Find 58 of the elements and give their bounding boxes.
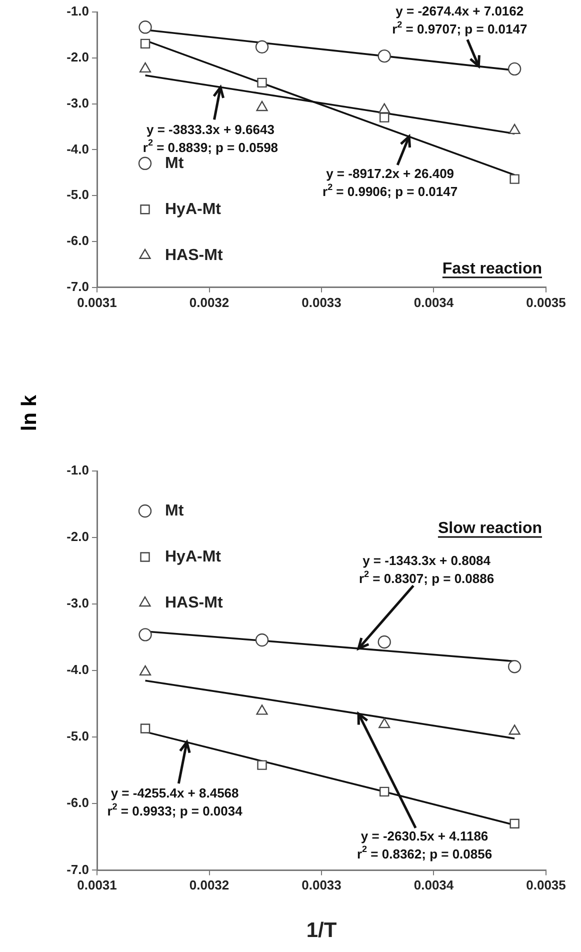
- point: [140, 724, 150, 734]
- point: [256, 704, 268, 715]
- point: [378, 49, 391, 63]
- y-tick-label: -6.0: [66, 233, 89, 248]
- point: [255, 633, 269, 647]
- point: [140, 38, 150, 49]
- point: [257, 760, 267, 770]
- x-tick-label: 0.0034: [414, 878, 454, 893]
- point: [257, 78, 267, 88]
- annotation: Fast reaction: [442, 260, 542, 278]
- x-tick-label: 0.0031: [77, 878, 117, 893]
- point: [508, 124, 520, 134]
- point: [510, 818, 520, 828]
- y-tick-label: -2.0: [66, 49, 89, 64]
- point: [508, 724, 520, 735]
- x-tick-label: 0.0035: [526, 294, 566, 310]
- legend-label: Mt: [165, 502, 184, 520]
- y-tick-label: -7.0: [66, 862, 89, 877]
- annotation: Slow reaction: [438, 520, 542, 537]
- y-tick-label: -5.0: [66, 728, 89, 744]
- point: [139, 665, 152, 676]
- y-tick-label: -6.0: [66, 795, 89, 810]
- y-tick-label: -7.0: [66, 278, 89, 294]
- point: [255, 40, 269, 54]
- point: [139, 62, 152, 73]
- y-tick-label: -3.0: [66, 95, 89, 110]
- y-tick-label: -1.0: [66, 4, 89, 19]
- point: [510, 174, 520, 184]
- x-tick-label: 0.0033: [302, 294, 342, 310]
- y-tick-label: -5.0: [66, 187, 89, 202]
- point: [508, 62, 522, 76]
- x-tick-label: 0.0031: [77, 294, 117, 310]
- point: [380, 112, 390, 122]
- point: [138, 20, 152, 34]
- point: [380, 786, 390, 797]
- x-tick-label: 0.0034: [414, 294, 454, 310]
- y-tick-label: -3.0: [66, 596, 89, 611]
- x-axis-title: 1/T: [306, 919, 337, 942]
- x-tick-label: 0.0032: [189, 878, 230, 893]
- y-tick-label: -2.0: [66, 529, 89, 544]
- point: [508, 660, 522, 674]
- y-tick-label: -4.0: [66, 141, 89, 156]
- y-tick-label: -1.0: [66, 462, 89, 478]
- legend-label: HyA-Mt: [165, 548, 222, 566]
- point: [378, 718, 390, 728]
- point: [256, 100, 268, 112]
- legend-label: HAS-Mt: [165, 594, 224, 612]
- legend-label: HyA-Mt: [165, 200, 222, 218]
- legend-label: HAS-Mt: [165, 246, 224, 264]
- x-tick-label: 0.0035: [526, 878, 566, 893]
- x-tick-label: 0.0032: [189, 294, 230, 310]
- point: [138, 628, 152, 642]
- y-axis-title: ln k: [18, 394, 42, 432]
- point: [378, 103, 390, 114]
- point: [378, 635, 391, 649]
- x-tick-label: 0.0033: [302, 878, 342, 893]
- y-tick-label: -4.0: [66, 662, 89, 678]
- legend-label: Mt: [165, 154, 184, 172]
